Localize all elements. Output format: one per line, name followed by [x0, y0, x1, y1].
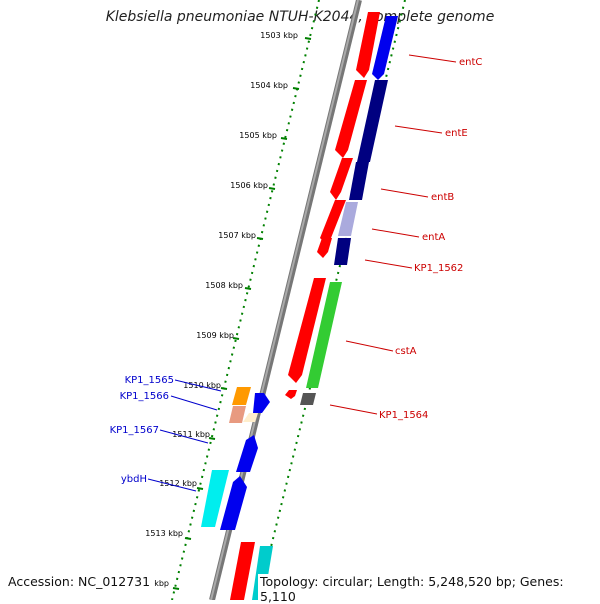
gene-label-KP1-1564[interactable]: KP1_1564	[379, 410, 428, 421]
tick-mark	[220, 387, 228, 390]
tick-mark	[244, 287, 252, 290]
leader-line-entE	[394, 125, 443, 134]
gene-label-entE[interactable]: entE	[445, 128, 468, 139]
label-leader-lines	[147, 54, 457, 492]
cds-reverse-KP1-1566[interactable]	[229, 406, 246, 423]
feature-forward-next[interactable]	[252, 546, 273, 600]
feature-reverse-KP1-1566[interactable]	[243, 413, 258, 422]
cds-forward-entB[interactable]	[330, 158, 353, 200]
tick-label: 1513 kbp	[145, 529, 183, 538]
tick-label: 1503 kbp	[260, 31, 298, 40]
gene-label-ybdH[interactable]: ybdH	[121, 474, 147, 485]
leader-line-entC	[408, 54, 457, 63]
cds-forward-KP1-1562[interactable]	[317, 238, 332, 258]
leader-line-KP1-1567	[159, 429, 209, 444]
tick-label: 1505 kbp	[239, 131, 277, 140]
reverse-feature-track	[220, 393, 270, 530]
tick-label: 1508 kbp	[205, 281, 243, 290]
tick-label: 1506 kbp	[230, 181, 268, 190]
accession-text: Accession: NC_012731	[6, 574, 153, 589]
tick-label: 1504 kbp	[250, 81, 288, 90]
cds-forward-KP1-1564[interactable]	[285, 390, 297, 399]
tick-mark	[208, 437, 216, 440]
reverse-cds-track	[201, 387, 251, 527]
tick-label: 1511 kbp	[172, 430, 210, 439]
gene-label-entB[interactable]: entB	[431, 192, 454, 203]
map-title: Klebsiella pneumoniae NTUH-K2044, comple…	[105, 9, 495, 25]
tick-mark	[256, 237, 264, 240]
feature-forward-cstA[interactable]	[306, 282, 342, 388]
cds-forward-next[interactable]	[230, 542, 255, 600]
feature-forward-KP1-1562[interactable]	[334, 238, 351, 265]
tick-mark	[292, 87, 300, 90]
forward-cds-track	[230, 12, 380, 600]
cds-forward-entA[interactable]	[320, 200, 346, 244]
tick-label: 1512 kbp	[159, 479, 197, 488]
tick-label: 1510 kbp	[183, 381, 221, 390]
tick-mark	[268, 187, 276, 190]
feature-forward-entC[interactable]	[372, 16, 398, 80]
tick-mark	[280, 137, 288, 140]
gene-label-KP1-1565[interactable]: KP1_1565	[125, 375, 174, 386]
cds-forward-cstA[interactable]	[288, 278, 326, 383]
leader-line-cstA	[345, 340, 394, 352]
forward-feature-track	[252, 16, 398, 600]
feature-forward-entE[interactable]	[357, 80, 388, 162]
scale-ticks: 1503 kbp 1504 kbp 1505 kbp 1506 kbp 1507…	[131, 31, 312, 590]
scale-dotted-line-inner	[171, 0, 320, 600]
tick-mark	[304, 37, 312, 40]
cds-reverse-ybdH[interactable]	[201, 470, 229, 527]
leader-line-entA	[371, 228, 420, 238]
gene-label-entC[interactable]: entC	[459, 57, 482, 68]
forward-gene-labels: entC entE entB entA KP1_1562 cstA KP1_15…	[379, 57, 482, 421]
leader-line-KP1-1562	[364, 259, 413, 269]
gene-label-entA[interactable]: entA	[422, 232, 445, 243]
gene-label-KP1-1567[interactable]: KP1_1567	[110, 425, 159, 436]
cds-forward-entE[interactable]	[335, 80, 367, 158]
tick-mark	[172, 587, 180, 590]
leader-line-entB	[380, 188, 429, 198]
cds-forward-entC[interactable]	[356, 12, 380, 78]
tick-label: 1509 kbp	[196, 331, 234, 340]
tick-label: 1507 kbp	[218, 231, 256, 240]
gene-label-KP1-1562[interactable]: KP1_1562	[414, 263, 463, 274]
feature-reverse-KP1-1565[interactable]	[253, 393, 270, 413]
leader-line-ybdH	[147, 478, 197, 492]
reverse-gene-labels: KP1_1565 KP1_1566 KP1_1567 ybdH	[110, 375, 174, 485]
leader-line-KP1-1565	[174, 379, 222, 392]
gene-label-cstA[interactable]: cstA	[395, 346, 417, 357]
tick-mark	[196, 487, 204, 490]
cds-reverse-KP1-1565[interactable]	[232, 387, 251, 405]
tick-mark	[232, 337, 240, 340]
leader-line-KP1-1566	[170, 395, 218, 411]
gene-label-KP1-1566[interactable]: KP1_1566	[120, 391, 169, 402]
leader-line-KP1-1564	[329, 404, 378, 415]
tick-mark	[184, 537, 192, 540]
feature-forward-entB[interactable]	[349, 162, 369, 200]
feature-reverse-KP1-1567[interactable]	[236, 435, 258, 472]
feature-forward-entA[interactable]	[338, 202, 358, 236]
feature-reverse-ybdH[interactable]	[220, 476, 247, 530]
feature-forward-KP1-1564[interactable]	[300, 393, 316, 405]
